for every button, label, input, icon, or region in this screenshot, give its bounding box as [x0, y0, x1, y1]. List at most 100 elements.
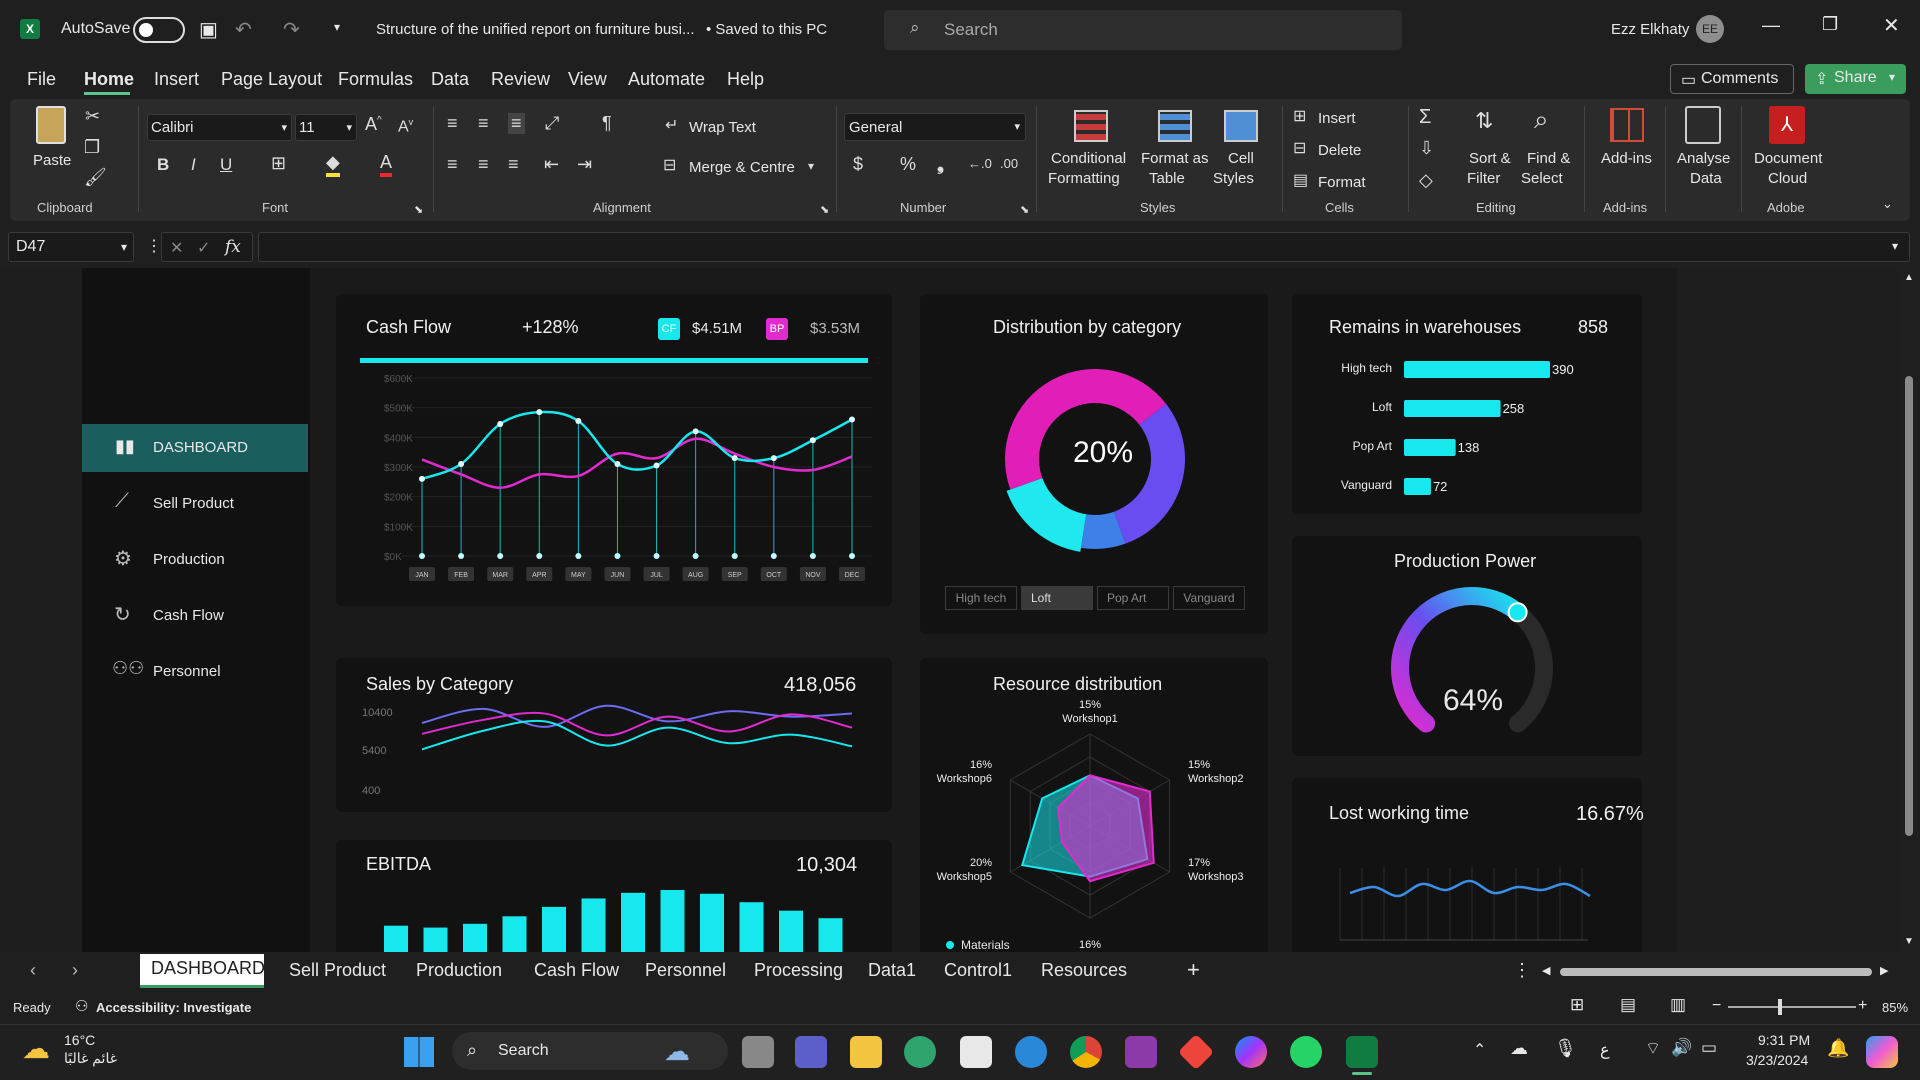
accessibility-icon[interactable]: ⚇: [75, 998, 89, 1015]
analyse-data-button-line2[interactable]: Data: [1690, 170, 1722, 187]
restore-icon[interactable]: ❐: [1822, 14, 1839, 34]
sort-filter-button[interactable]: Sort &: [1469, 150, 1511, 167]
document-cloud-button-line2[interactable]: Cloud: [1768, 170, 1808, 187]
horizontal-scrollbar[interactable]: ◀ ▶: [1540, 964, 1892, 980]
wrap-text-icon[interactable]: ↵: [665, 117, 679, 134]
orientation-icon[interactable]: ⤢: [545, 113, 560, 133]
delete-cells-icon[interactable]: ⊟: [1293, 140, 1307, 157]
sidebar-item-sell-product[interactable]: ⟋ Sell Product: [82, 480, 308, 528]
decrease-indent-icon[interactable]: ⇤: [544, 154, 560, 174]
menu-automate[interactable]: Automate: [628, 69, 706, 89]
align-center-icon[interactable]: ≡: [478, 154, 489, 174]
teams-icon[interactable]: [795, 1036, 827, 1068]
merge-icon[interactable]: ⊟: [663, 157, 677, 174]
find-select-button-line2[interactable]: Select: [1521, 170, 1563, 187]
undo-icon[interactable]: ↶: [235, 19, 252, 41]
copy-icon[interactable]: ❐: [84, 137, 101, 157]
tab-scroll-right-icon[interactable]: ›: [72, 960, 78, 980]
zoom-out-icon[interactable]: −: [1712, 997, 1722, 1014]
font-size-select[interactable]: 11 ▾: [295, 114, 357, 141]
weather-text[interactable]: غائم غالبًا: [64, 1050, 118, 1066]
file-explorer-icon[interactable]: [850, 1036, 882, 1068]
format-cells-button[interactable]: Format: [1318, 174, 1366, 191]
insert-function-icon[interactable]: fx: [225, 237, 241, 257]
scroll-right-icon[interactable]: ▶: [1880, 965, 1889, 977]
windows-start-icon[interactable]: [404, 1037, 434, 1067]
edge-icon[interactable]: [904, 1036, 936, 1068]
currency-icon[interactable]: $: [853, 154, 864, 174]
filter-button-vanguard[interactable]: Vanguard: [1173, 586, 1245, 610]
insert-cells-icon[interactable]: ⊞: [1293, 108, 1307, 125]
zoom-slider[interactable]: [1728, 999, 1856, 1015]
dialog-launcher-icon[interactable]: ⬊: [414, 204, 424, 216]
menu-data[interactable]: Data: [431, 69, 470, 89]
addins-button[interactable]: Add-ins: [1601, 150, 1652, 167]
name-box[interactable]: D47 ▾: [8, 232, 134, 262]
insert-cells-button[interactable]: Insert: [1318, 110, 1356, 127]
autosave-toggle[interactable]: [133, 17, 185, 43]
weather-temp[interactable]: 16°C: [64, 1032, 96, 1048]
find-select-icon[interactable]: ⌕: [1534, 104, 1549, 134]
align-right-icon[interactable]: ≡: [508, 154, 519, 174]
save-status[interactable]: • Saved to this PC: [706, 21, 828, 38]
vertical-scrollbar[interactable]: ▲ ▼: [1898, 268, 1920, 952]
filter-button-high-tech[interactable]: High tech: [945, 586, 1017, 610]
minimize-icon[interactable]: —: [1762, 15, 1780, 35]
store-icon[interactable]: [960, 1036, 992, 1068]
chevron-up-icon[interactable]: ⌃: [1473, 1042, 1487, 1059]
sort-filter-button-line2[interactable]: Filter: [1467, 170, 1501, 187]
delete-cells-button[interactable]: Delete: [1318, 142, 1362, 159]
paste-icon[interactable]: [36, 106, 66, 144]
tab-data1[interactable]: Data1: [868, 960, 917, 980]
tab-resources[interactable]: Resources: [1041, 960, 1128, 980]
bold-icon[interactable]: B: [157, 155, 170, 174]
scroll-up-icon[interactable]: ▲: [1904, 272, 1914, 283]
align-top-icon[interactable]: ≡: [447, 113, 458, 133]
winrar-icon[interactable]: [1125, 1036, 1157, 1068]
copilot-icon[interactable]: [1866, 1036, 1898, 1068]
accessibility-status[interactable]: Accessibility: Investigate: [96, 1000, 252, 1015]
format-as-table-button[interactable]: Format as: [1141, 150, 1209, 167]
search-box[interactable]: ⌕ Search: [884, 10, 1402, 50]
user-name[interactable]: Ezz Elkhaty: [1611, 21, 1690, 38]
acrobat-icon[interactable]: ⅄: [1769, 106, 1805, 144]
close-icon[interactable]: ✕: [1883, 15, 1900, 37]
decrease-font-icon[interactable]: Av: [398, 117, 414, 136]
align-middle-icon[interactable]: ≡: [478, 113, 489, 133]
increase-indent-icon[interactable]: ⇥: [577, 154, 593, 174]
tab-options-icon[interactable]: ⋮: [1513, 960, 1531, 980]
menu-page-layout[interactable]: Page Layout: [221, 69, 323, 89]
sidebar-item-cash-flow[interactable]: ↻ Cash Flow: [82, 592, 308, 640]
font-color-icon[interactable]: A: [380, 152, 393, 177]
dialog-launcher-icon[interactable]: ⬊: [1020, 204, 1030, 216]
filter-button-loft[interactable]: Loft: [1021, 586, 1093, 610]
scroll-thumb[interactable]: [1560, 968, 1872, 976]
excel-taskbar-icon[interactable]: [1346, 1036, 1378, 1068]
enter-icon[interactable]: ✓: [197, 240, 211, 257]
worksheet-canvas[interactable]: ▮▮ DASHBOARD ⟋ Sell Product ⚙ Production…: [0, 268, 1920, 952]
chevron-down-icon[interactable]: ▾: [808, 159, 815, 173]
tab-personnel[interactable]: Personnel: [645, 960, 727, 980]
autosum-icon[interactable]: Σ: [1419, 106, 1432, 128]
tab-scroll-left-icon[interactable]: ‹: [30, 960, 36, 980]
analyse-data-button[interactable]: Analyse: [1677, 150, 1731, 167]
menu-insert[interactable]: Insert: [154, 69, 200, 89]
number-format-select[interactable]: General ▾: [844, 113, 1026, 141]
more-options-icon[interactable]: ⋮: [146, 238, 162, 255]
fill-color-icon[interactable]: ◆: [326, 152, 340, 177]
font-name-select[interactable]: Calibri ▾: [147, 114, 292, 141]
avatar[interactable]: EE: [1696, 15, 1724, 43]
italic-icon[interactable]: I: [191, 155, 196, 174]
microphone-icon[interactable]: 🎙: [1554, 1038, 1577, 1058]
fill-icon[interactable]: ⇩: [1419, 138, 1435, 158]
menu-file[interactable]: File: [27, 69, 57, 89]
dialog-launcher-icon[interactable]: ⬊: [820, 204, 830, 216]
menu-home[interactable]: Home: [84, 69, 135, 89]
redo-icon[interactable]: ↷: [283, 19, 300, 41]
sidebar-item-dashboard[interactable]: ▮▮ DASHBOARD: [82, 424, 308, 472]
document-cloud-button[interactable]: Document: [1754, 150, 1823, 167]
chrome-icon[interactable]: [1070, 1036, 1102, 1068]
page-break-view-icon[interactable]: ▥: [1670, 995, 1687, 1014]
menu-review[interactable]: Review: [491, 69, 551, 89]
scroll-left-icon[interactable]: ◀: [1542, 965, 1551, 977]
